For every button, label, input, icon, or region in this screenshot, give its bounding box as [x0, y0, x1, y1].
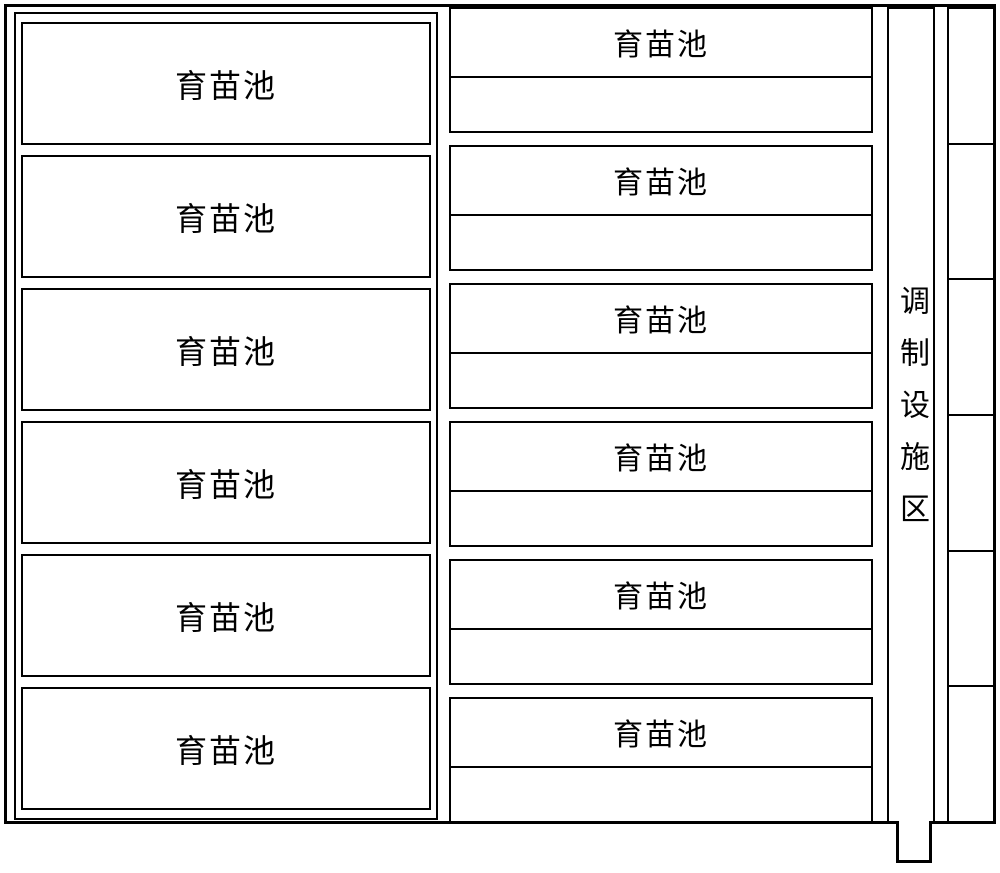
- far-right-box-1: [947, 7, 993, 145]
- far-right-box-2: [947, 145, 993, 281]
- middle-pond-3-label: 育苗池: [613, 296, 709, 340]
- middle-pond-5: 育苗池: [449, 559, 873, 630]
- far-right-box-4: [947, 416, 993, 552]
- left-pond-4: 育苗池: [21, 421, 431, 544]
- far-right-section: [947, 7, 993, 823]
- middle-pond-5-label: 育苗池: [613, 572, 709, 616]
- middle-pond-2: 育苗池: [449, 145, 873, 216]
- outer-container: 育苗池 育苗池 育苗池 育苗池 育苗池 育苗池 育苗池 育苗池 育苗池 育苗池: [4, 4, 996, 824]
- left-pond-5-label: 育苗池: [175, 593, 277, 639]
- right-section-label: 调制设施区: [889, 285, 933, 545]
- left-pond-2-label: 育苗池: [175, 194, 277, 240]
- middle-pair-4: 育苗池: [449, 421, 873, 547]
- middle-pair-3: 育苗池: [449, 283, 873, 409]
- left-pond-3: 育苗池: [21, 288, 431, 411]
- middle-pond-4-label: 育苗池: [613, 434, 709, 478]
- middle-empty-2: [449, 216, 873, 271]
- middle-empty-3: [449, 354, 873, 409]
- far-right-box-3: [947, 280, 993, 416]
- middle-empty-6: [449, 768, 873, 823]
- middle-pond-3: 育苗池: [449, 283, 873, 354]
- middle-pair-2: 育苗池: [449, 145, 873, 271]
- middle-pond-6-label: 育苗池: [613, 710, 709, 754]
- middle-empty-5: [449, 630, 873, 685]
- middle-pair-6: 育苗池: [449, 697, 873, 823]
- left-pond-6: 育苗池: [21, 687, 431, 810]
- middle-pair-1: 育苗池: [449, 7, 873, 133]
- middle-pond-1-label: 育苗池: [613, 20, 709, 64]
- middle-empty-4: [449, 492, 873, 547]
- diagram-wrap: 育苗池 育苗池 育苗池 育苗池 育苗池 育苗池 育苗池 育苗池 育苗池 育苗池: [4, 4, 996, 824]
- middle-pond-1: 育苗池: [449, 7, 873, 78]
- left-pond-1: 育苗池: [21, 22, 431, 145]
- far-right-box-6: [947, 687, 993, 823]
- middle-pond-2-label: 育苗池: [613, 158, 709, 202]
- left-pond-1-label: 育苗池: [175, 61, 277, 107]
- left-section: 育苗池 育苗池 育苗池 育苗池 育苗池 育苗池: [14, 12, 438, 820]
- far-right-box-5: [947, 552, 993, 688]
- middle-empty-1: [449, 78, 873, 133]
- right-section: 调制设施区: [887, 7, 935, 823]
- left-pond-6-label: 育苗池: [175, 726, 277, 772]
- middle-pair-5: 育苗池: [449, 559, 873, 685]
- middle-pond-4: 育苗池: [449, 421, 873, 492]
- middle-pond-6: 育苗池: [449, 697, 873, 768]
- left-pond-4-label: 育苗池: [175, 460, 277, 506]
- left-pond-3-label: 育苗池: [175, 327, 277, 373]
- left-pond-5: 育苗池: [21, 554, 431, 677]
- middle-section: 育苗池 育苗池 育苗池 育苗池 育苗池 育苗池: [449, 7, 873, 823]
- left-pond-2: 育苗池: [21, 155, 431, 278]
- bottom-tab: [896, 821, 932, 863]
